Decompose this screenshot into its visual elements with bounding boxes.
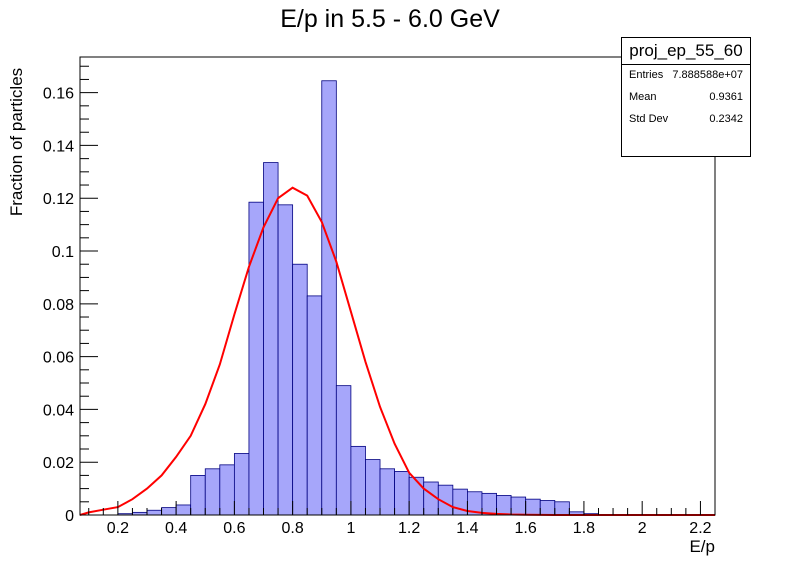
histogram-bar: [496, 495, 512, 516]
histogram-bar: [379, 468, 395, 516]
histogram-bar: [263, 162, 279, 516]
x-tick-label: 0.4: [165, 520, 187, 537]
x-tick-label: 1.2: [398, 520, 420, 537]
x-tick-label: 2: [638, 520, 647, 537]
histogram-bar: [481, 492, 497, 516]
x-tick-label: 0.6: [223, 520, 245, 537]
histogram-bar: [321, 80, 337, 516]
y-axis-ticks: 0 0.02 0.04 0.06 0.08 0.1 0.12 0.14 0.16: [43, 65, 98, 525]
stats-key: Entries: [629, 69, 664, 81]
histogram-bar: [394, 471, 410, 516]
histogram-bar: [161, 507, 177, 516]
gaussian-fit-line: [79, 186, 715, 516]
histogram-bar: [219, 464, 235, 516]
stats-value: 0.2342: [709, 113, 743, 125]
histogram-bar: [539, 500, 556, 516]
histogram-bar: [335, 385, 352, 516]
plot-frame: [79, 56, 716, 516]
histogram-bar: [306, 295, 323, 516]
stats-row-entries: Entries 7.888588e+07: [629, 65, 743, 85]
stats-value: 0.9361: [709, 91, 743, 103]
x-axis-ticks: 0.2 0.4 0.6 0.8 1 1.2 1.4 1.6 1.8 2 2.2: [88, 501, 716, 537]
x-axis-label: E/p: [689, 537, 715, 556]
histogram-bar: [277, 204, 294, 516]
stats-row-mean: Mean 0.9361: [629, 87, 743, 107]
y-tick-label: 0.12: [43, 191, 74, 208]
y-tick-label: 0.16: [43, 86, 74, 103]
stats-key: Mean: [629, 91, 657, 103]
histogram-bar: [554, 501, 570, 516]
x-tick-label: 1: [346, 520, 355, 537]
fit-curve-layer: [79, 186, 715, 516]
histogram-bar: [525, 498, 541, 516]
histogram-bar: [510, 496, 527, 516]
histogram-bar: [350, 445, 366, 516]
histogram-bar: [292, 263, 308, 516]
x-tick-label: 1.4: [456, 520, 478, 537]
stats-histogram-name: proj_ep_55_60: [622, 38, 750, 65]
histogram-bar: [408, 476, 425, 516]
x-tick-label: 1.8: [573, 520, 595, 537]
y-tick-label: 0.04: [43, 402, 74, 419]
chart-title: E/p in 5.5 - 6.0 GeV: [280, 5, 500, 33]
stats-value: 7.888588e+07: [672, 69, 743, 81]
histogram-bar: [146, 509, 162, 516]
y-tick-label: 0.14: [43, 138, 74, 155]
x-tick-label: 0.2: [107, 520, 129, 537]
x-tick-label: 2.2: [689, 520, 711, 537]
x-tick-label: 1.6: [515, 520, 537, 537]
y-tick-label: 0.02: [43, 455, 74, 472]
stats-box: proj_ep_55_60 Entries 7.888588e+07 Mean …: [621, 37, 751, 157]
stats-row-std-dev: Std Dev 0.2342: [629, 109, 743, 129]
y-axis-label: Fraction of particles: [7, 68, 26, 216]
histogram-bars: [117, 80, 599, 516]
histogram-bar: [175, 504, 192, 516]
histogram-bar: [233, 453, 250, 516]
y-tick-label: 0.08: [43, 297, 74, 314]
stats-key: Std Dev: [629, 113, 669, 125]
y-tick-label: 0: [65, 508, 74, 525]
y-tick-label: 0.1: [52, 244, 74, 261]
y-tick-label: 0.06: [43, 350, 74, 367]
histogram-bar: [204, 468, 221, 516]
histogram-bar: [365, 459, 381, 516]
x-tick-label: 0.8: [282, 520, 304, 537]
histogram-bar: [190, 475, 206, 516]
